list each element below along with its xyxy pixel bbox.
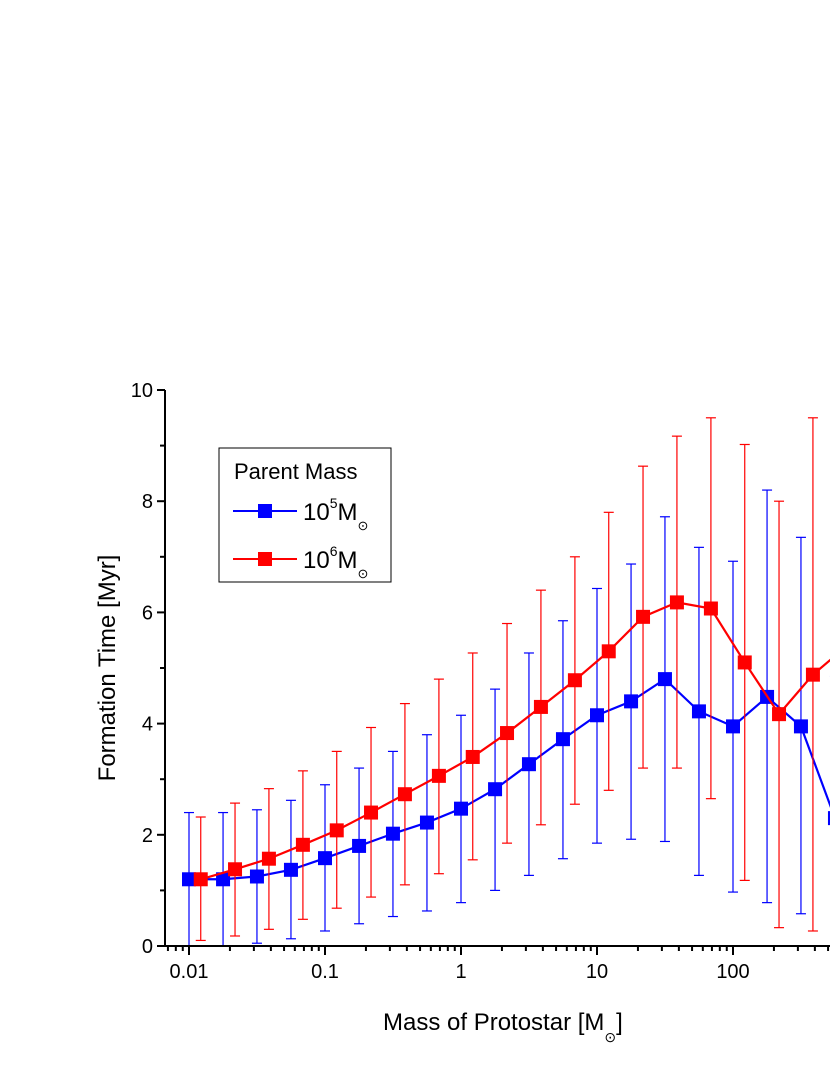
svg-text:105M⊙: 105M⊙ <box>303 495 368 533</box>
y-tick-label: 8 <box>142 491 153 513</box>
data-point <box>590 708 604 723</box>
y-tick-label: 10 <box>131 380 153 402</box>
y-tick-label: 4 <box>142 714 153 736</box>
x-tick-label: 1 <box>455 961 466 983</box>
data-point <box>228 862 243 877</box>
legend-title: Parent Mass <box>234 459 358 484</box>
series-1 <box>193 417 830 942</box>
data-point <box>827 811 830 826</box>
data-point <box>216 872 231 887</box>
data-point <box>805 667 820 682</box>
data-point <box>182 872 196 887</box>
data-point <box>601 644 616 659</box>
data-point <box>669 595 684 610</box>
svg-text:106M⊙: 106M⊙ <box>303 543 368 581</box>
data-point <box>465 749 480 764</box>
data-point <box>249 869 264 884</box>
series-0 <box>182 489 830 947</box>
x-tick-label: 0.01 <box>170 961 209 983</box>
data-point <box>772 707 787 722</box>
data-point <box>364 805 379 820</box>
data-point <box>567 673 582 688</box>
data-point <box>500 726 515 741</box>
series-line <box>189 677 830 881</box>
x-axis-label: Mass of Protostar [M⊙] <box>383 1009 623 1045</box>
legend: Parent Mass 105M⊙ 106M⊙ <box>218 447 392 583</box>
data-point <box>318 851 332 866</box>
data-point <box>726 719 740 734</box>
y-tick-label: 2 <box>142 825 153 847</box>
data-point <box>431 768 446 783</box>
data-point <box>419 815 434 830</box>
y-tick-label: 6 <box>142 602 153 624</box>
data-point <box>703 601 718 616</box>
x-tick-label: 10 <box>586 961 608 983</box>
series-line <box>200 601 830 881</box>
data-point <box>283 862 298 877</box>
data-point <box>555 732 570 747</box>
data-point <box>261 851 276 866</box>
data-point <box>533 699 548 714</box>
legend-entry-1e5: 105M⊙ <box>233 495 368 533</box>
data-point <box>193 872 208 887</box>
data-point <box>454 801 468 816</box>
x-tick-label: 0.1 <box>311 961 339 983</box>
data-point <box>397 787 412 802</box>
legend-entry-1e6: 106M⊙ <box>233 543 368 581</box>
x-tick-label: 100 <box>716 961 749 983</box>
data-point <box>385 826 400 841</box>
y-axis-label: Formation Time [Myr] <box>94 555 121 782</box>
data-point <box>329 823 344 838</box>
data-point <box>636 609 651 624</box>
data-point <box>295 837 310 852</box>
data-point <box>352 838 367 853</box>
data-point <box>793 719 808 734</box>
data-point <box>691 704 706 719</box>
data-point <box>657 672 672 687</box>
y-tick-label: 0 <box>142 936 153 958</box>
data-point <box>521 757 536 772</box>
data-point <box>737 655 752 670</box>
data-point <box>488 782 503 797</box>
data-point <box>624 694 639 709</box>
